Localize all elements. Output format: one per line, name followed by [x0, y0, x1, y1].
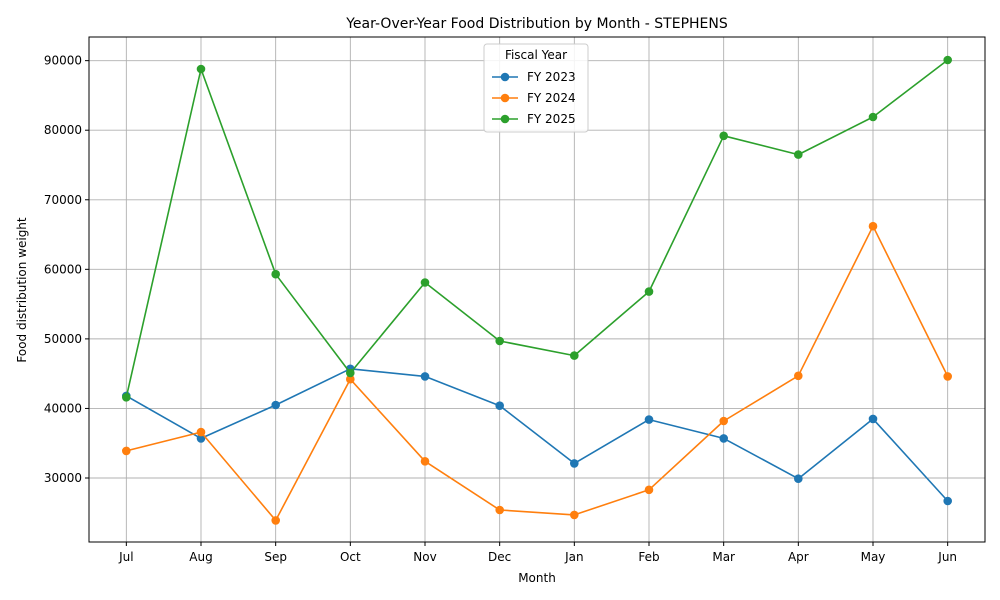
x-tick-label: Feb [638, 550, 659, 564]
data-point [719, 416, 728, 426]
y-tick-label: 50000 [44, 332, 82, 346]
data-point [196, 434, 206, 443]
data-point [495, 505, 505, 515]
data-point [346, 374, 355, 384]
legend-marker [500, 114, 510, 124]
data-point [794, 474, 803, 484]
x-tick-label: Jun [937, 550, 957, 564]
data-point [196, 427, 206, 437]
legend-box [483, 43, 589, 133]
data-point [196, 64, 206, 74]
series-fy-2025 [122, 55, 952, 402]
legend-marker [500, 72, 510, 82]
data-point [943, 55, 952, 65]
legend-label: FY 2023 [527, 70, 576, 84]
data-point [570, 351, 579, 360]
series-line [125, 367, 949, 502]
x-tick-label: Jan [564, 550, 584, 564]
data-point [868, 221, 878, 231]
legend-title: Fiscal Year [505, 48, 567, 62]
x-tick-label: Aug [189, 550, 212, 564]
x-tick-label: Mar [712, 550, 735, 564]
series-fy-2023 [122, 364, 952, 506]
data-point [495, 336, 505, 346]
x-tick-label: May [861, 550, 886, 564]
data-point [570, 459, 579, 468]
data-point [420, 278, 430, 287]
data-point [644, 485, 654, 495]
legend: Fiscal Year FY 2023 FY 2024 FY 2025 [483, 43, 589, 133]
legend-entry: FY 2025 [492, 112, 576, 126]
legend-entry: FY 2024 [492, 91, 576, 105]
y-tick-label: 60000 [44, 262, 82, 276]
series-line [126, 225, 949, 522]
y-axis: 30000 40000 50000 60000 70000 80000 90000 [44, 54, 89, 485]
legend-label: FY 2024 [527, 91, 576, 105]
data-point [271, 400, 281, 410]
y-axis-title: Food distribution weight [15, 217, 29, 363]
data-point [943, 496, 952, 506]
x-tick-label: Jul [118, 550, 133, 564]
chart-title: Year-Over-Year Food Distribution by Mont… [345, 16, 728, 32]
data-point [719, 434, 728, 443]
x-tick-label: Dec [488, 550, 511, 564]
x-axis-title: Month [518, 571, 556, 585]
series-fy-2024 [122, 221, 952, 525]
y-tick-label: 90000 [44, 54, 82, 68]
x-tick-label: Oct [340, 550, 361, 564]
data-point [794, 371, 803, 381]
data-point [868, 112, 878, 122]
x-axis: Jul Aug Sep Oct Nov Dec Jan Feb Mar Apr May Jun [118, 542, 957, 564]
y-tick-label: 80000 [44, 123, 82, 137]
y-tick-label: 70000 [44, 193, 82, 207]
data-point [271, 516, 281, 525]
data-point [570, 510, 579, 520]
data-point [346, 368, 355, 378]
y-tick-label: 40000 [44, 401, 82, 415]
data-point [719, 131, 728, 141]
series-line [125, 59, 949, 398]
data-point [794, 150, 803, 159]
data-point [868, 414, 878, 424]
series-layer [122, 55, 952, 525]
legend-entry: FY 2023 [492, 70, 576, 84]
x-tick-label: Sep [264, 550, 287, 564]
data-point [122, 446, 131, 456]
legend-marker [500, 93, 510, 103]
data-point [495, 401, 505, 411]
data-point [644, 287, 654, 296]
legend-label: FY 2025 [527, 112, 576, 126]
plot-area-frame [88, 36, 986, 543]
data-point [122, 393, 131, 402]
data-point [420, 372, 430, 381]
data-point [644, 415, 654, 424]
y-tick-label: 30000 [44, 471, 82, 485]
data-point [943, 372, 952, 381]
data-point [420, 457, 430, 466]
x-tick-label: Nov [413, 550, 436, 564]
data-point [271, 269, 281, 279]
x-tick-label: Apr [788, 550, 809, 564]
